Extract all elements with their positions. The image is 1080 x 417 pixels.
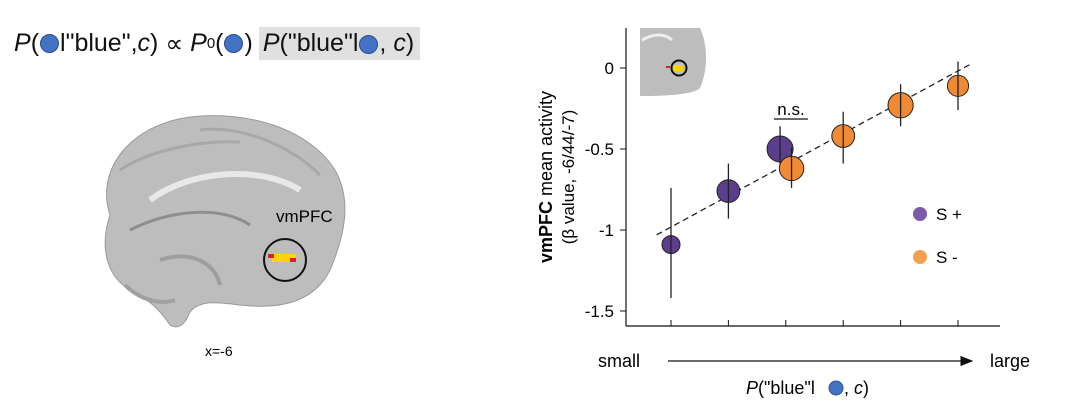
svg-text:P("blue"l: P("blue"l [746, 378, 815, 398]
x-large-label: large [990, 351, 1030, 371]
blue-dot-icon [40, 34, 60, 53]
x-small-label: small [598, 351, 640, 371]
y-tick-label: -1.5 [585, 302, 614, 321]
svg-text:, c): , c) [844, 378, 869, 398]
propto-symbol: ∝ [165, 29, 184, 58]
ns-annotation: n.s. [777, 100, 804, 119]
legend-marker-s-plus [913, 207, 927, 221]
x-axis-label: P("blue"l , c) [746, 378, 869, 398]
formula-prior-sub: 0 [206, 35, 216, 52]
data-point-s-minus [831, 111, 856, 164]
roi-circle [263, 238, 307, 282]
legend-marker-s-minus [913, 250, 927, 264]
ylabel-bold: vmPFC [536, 201, 556, 263]
blue-dot-icon [224, 34, 244, 53]
formula-lik-p: P [262, 29, 280, 57]
formula-lik-text: ("blue"l [279, 29, 359, 57]
formula-prior-p: P [190, 29, 207, 57]
formula-lhs-text: l"blue", [60, 29, 138, 57]
region-label: vmPFC [276, 207, 333, 226]
blue-dot-icon [359, 34, 379, 54]
ylabel-rest: mean activity [536, 91, 556, 201]
data-point-s-plus [661, 187, 681, 299]
svg-text:vmPFC mean activity: vmPFC mean activity [536, 91, 556, 263]
y-tick-label: -0.5 [585, 140, 614, 159]
xlabel-c: c [854, 378, 863, 398]
legend-label-s-plus: S + [936, 205, 962, 224]
y-axis-label: vmPFC mean activity (β value, -6/44/-7) [536, 91, 578, 263]
data-point-s-plus [766, 126, 794, 169]
xlabel-text: ("blue"l [758, 378, 815, 398]
slice-label: x=-6 [205, 343, 233, 359]
ylabel-sub: (β value, -6/44/-7) [559, 110, 578, 245]
formula-p: P [14, 29, 31, 57]
formula-lik-c: c [393, 29, 406, 57]
blue-dot-icon [828, 380, 844, 396]
brain-inset-image [640, 28, 706, 96]
data-point-s-minus [778, 147, 805, 188]
y-tick-label: 0 [605, 59, 614, 78]
likelihood-highlight: P("blue"l, c) [258, 27, 421, 60]
y-tick-label: -1 [599, 221, 614, 240]
xlabel-p: P [746, 378, 758, 398]
formula-c: c [137, 29, 151, 57]
bayes-formula: P(l"blue", c) ∝ P 0() P("blue"l, c) [14, 27, 421, 60]
data-point-s-minus [946, 61, 970, 111]
paren: ) [150, 29, 159, 57]
data-point-s-minus [887, 84, 914, 127]
brain-sagittal-image [104, 115, 346, 328]
data-point-s-plus [716, 163, 741, 219]
legend-label-s-minus: S - [936, 248, 958, 267]
